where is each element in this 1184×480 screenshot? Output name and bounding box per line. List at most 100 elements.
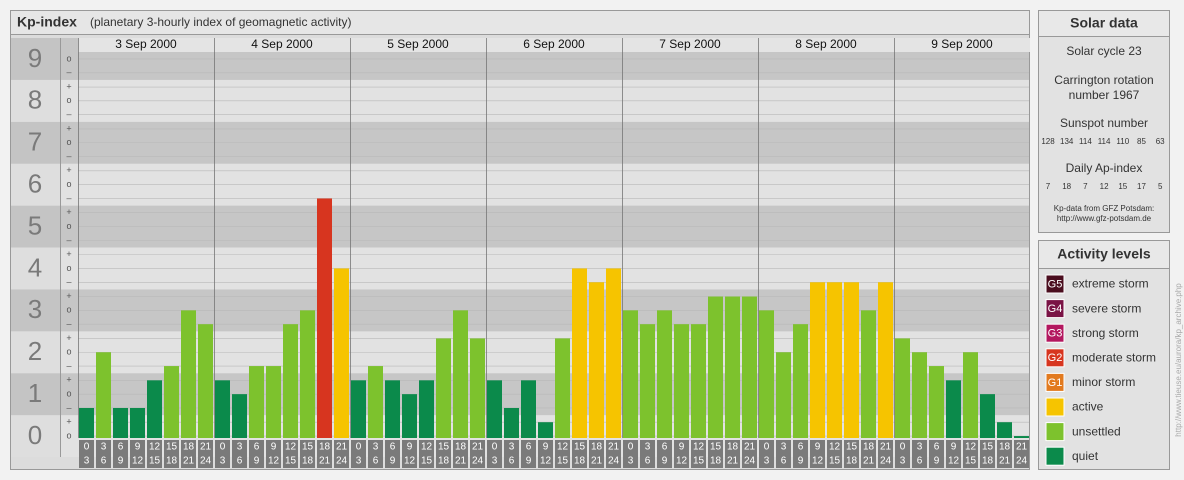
- legend-label: active: [1072, 400, 1104, 414]
- day-header: [78, 38, 214, 52]
- hour-box: [810, 440, 825, 468]
- x-tick-label: 15: [710, 442, 722, 453]
- levels-title: Activity levels: [1057, 246, 1151, 262]
- bar: [912, 352, 927, 438]
- bar: [759, 310, 774, 438]
- minor-tick-label: o: [66, 221, 71, 231]
- bar: [181, 310, 196, 438]
- minor-tick-label: –: [66, 402, 71, 412]
- hour-box: [827, 440, 842, 468]
- x-tick-label: 3: [237, 442, 243, 453]
- minor-tick-label: o: [66, 305, 71, 315]
- y-tick-label: 5: [28, 210, 42, 240]
- hour-box: [130, 440, 145, 468]
- solar-value: 128: [1041, 137, 1055, 146]
- hour-box: [759, 440, 774, 468]
- minor-tick-label: –: [66, 360, 71, 370]
- x-tick-label: 15: [574, 442, 586, 453]
- minor-tick-label: +: [66, 333, 71, 343]
- x-tick-label: 3: [101, 442, 107, 453]
- kp-band-label-cell: [11, 247, 60, 290]
- bar: [487, 380, 502, 438]
- legend-code: G4: [1048, 303, 1063, 315]
- bar: [453, 310, 468, 438]
- y-tick-label: 8: [28, 85, 42, 115]
- bar: [793, 324, 808, 438]
- bar: [589, 282, 604, 438]
- solar-value: 114: [1079, 137, 1092, 146]
- x-tick-label: 6: [254, 442, 260, 453]
- bar: [113, 407, 128, 438]
- x-tick-label: 6: [798, 442, 804, 453]
- x-tick-label: 12: [948, 456, 960, 467]
- day-header: [622, 38, 758, 52]
- hour-box: [572, 440, 587, 468]
- minor-tick-label: o: [66, 347, 71, 357]
- x-tick-label: 18: [166, 456, 178, 467]
- minor-tick-label: +: [66, 207, 71, 217]
- bar: [419, 380, 434, 438]
- x-tick-label: 24: [880, 456, 892, 467]
- bar: [283, 324, 298, 438]
- bar: [521, 380, 536, 438]
- x-tick-label: 15: [846, 442, 858, 453]
- sunspot-title: Sunspot number: [1060, 116, 1148, 130]
- hour-box: [487, 440, 502, 468]
- minor-tick-label: –: [66, 151, 71, 161]
- source: Kp-data from GFZ Potsdam:: [1054, 204, 1154, 213]
- chart-subtitle: (planetary 3-hourly index of geomagnetic…: [90, 15, 351, 29]
- x-tick-label: 18: [438, 456, 450, 467]
- legend-code: G1: [1048, 377, 1063, 389]
- bar: [742, 296, 757, 438]
- solar-title-bar: [1038, 10, 1170, 37]
- x-tick-label: 6: [526, 442, 532, 453]
- minor-tick-label: +: [66, 291, 71, 301]
- x-tick-label: 15: [149, 456, 161, 467]
- x-tick-label: 0: [764, 442, 770, 453]
- bar: [997, 422, 1012, 438]
- x-tick-label: 3: [373, 442, 379, 453]
- x-tick-label: 18: [574, 456, 586, 467]
- x-tick-label: 12: [965, 442, 977, 453]
- bar: [249, 366, 264, 438]
- x-tick-label: 21: [744, 442, 756, 453]
- solar-value: 7: [1046, 182, 1051, 191]
- hour-box: [725, 440, 740, 468]
- legend-code: G2: [1048, 352, 1063, 364]
- x-tick-label: 15: [285, 456, 297, 467]
- bar: [385, 380, 400, 438]
- kp-band-label-cell: [11, 163, 60, 206]
- x-tick-label: 12: [404, 456, 416, 467]
- kp-band-label-cell: [11, 415, 60, 457]
- x-tick-label: 6: [390, 442, 396, 453]
- x-tick-label: 21: [183, 456, 195, 467]
- legend-label: minor storm: [1072, 375, 1135, 389]
- bar: [980, 394, 995, 438]
- hour-box: [657, 440, 672, 468]
- x-tick-label: 21: [1016, 442, 1028, 453]
- legend-code: G3: [1048, 328, 1063, 340]
- kp-band-label-cell: [11, 373, 60, 416]
- legend-swatch: [1045, 274, 1065, 294]
- x-tick-label: 21: [200, 442, 212, 453]
- x-tick-label: 21: [880, 442, 892, 453]
- carrington: number 1967: [1069, 88, 1140, 102]
- minor-tick-label: o: [66, 95, 71, 105]
- hour-box: [385, 440, 400, 468]
- hour-box: [946, 440, 961, 468]
- hour-box: [793, 440, 808, 468]
- hour-box: [776, 440, 791, 468]
- legend-swatch: [1045, 397, 1065, 417]
- minor-tick-label: –: [66, 277, 71, 287]
- x-tick-label: 6: [118, 442, 124, 453]
- hour-box: [589, 440, 604, 468]
- hour-box: [198, 440, 213, 468]
- day-label: 6 Sep 2000: [523, 37, 585, 51]
- x-tick-label: 12: [557, 442, 569, 453]
- x-tick-label: 6: [934, 442, 940, 453]
- bar: [147, 380, 162, 438]
- minor-tick-label: o: [66, 53, 71, 63]
- hour-box: [436, 440, 451, 468]
- x-tick-label: 3: [509, 442, 515, 453]
- x-tick-label: 18: [319, 442, 331, 453]
